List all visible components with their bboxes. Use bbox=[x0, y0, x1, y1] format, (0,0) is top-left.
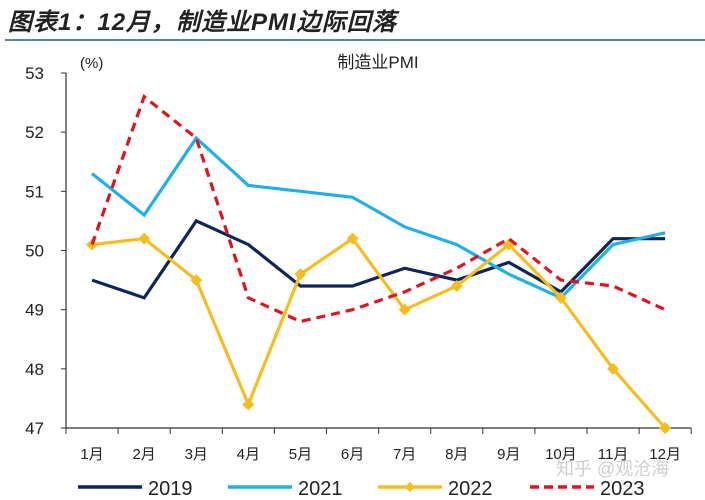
x-tick-label: 7月 bbox=[393, 446, 416, 463]
title-divider bbox=[5, 39, 705, 41]
y-tick-label: 48 bbox=[25, 360, 44, 379]
y-tick-label: 52 bbox=[25, 123, 44, 142]
x-tick-label: 2月 bbox=[132, 446, 155, 463]
data-point-2022 bbox=[294, 268, 307, 281]
x-tick-label: 12月 bbox=[649, 446, 681, 463]
data-point-2022 bbox=[607, 362, 620, 375]
x-tick-label: 3月 bbox=[185, 446, 208, 463]
y-tick-label: 51 bbox=[25, 182, 44, 201]
x-tick-label: 11月 bbox=[598, 446, 629, 463]
legend-label-2023: 2023 bbox=[600, 478, 645, 500]
data-point-2022 bbox=[659, 422, 672, 434]
chart-title: 制造业PMI bbox=[337, 53, 418, 72]
x-tick-label: 1月 bbox=[80, 446, 103, 463]
x-tick-label: 8月 bbox=[445, 446, 468, 463]
series-line-2019 bbox=[91, 218, 666, 300]
series-line-2021 bbox=[91, 135, 666, 300]
y-axis-unit: (%) bbox=[80, 55, 103, 72]
x-tick-label: 6月 bbox=[341, 446, 364, 463]
y-tick-label: 53 bbox=[25, 64, 44, 83]
y-tick-label: 49 bbox=[25, 301, 44, 320]
x-tick-label: 4月 bbox=[237, 446, 260, 463]
legend-marker-2022 bbox=[405, 482, 415, 492]
figure-title: 图表1：12月，制造业PMI边际回落 bbox=[8, 9, 397, 36]
data-point-2022 bbox=[242, 398, 255, 411]
watermark: 知乎 @观沧海 bbox=[556, 459, 670, 479]
x-tick-label: 10月 bbox=[545, 446, 577, 463]
legend-label-2019: 2019 bbox=[148, 478, 193, 500]
y-tick-label: 47 bbox=[25, 419, 44, 438]
series-line-2022 bbox=[91, 236, 667, 430]
data-point-2022 bbox=[190, 274, 203, 287]
y-tick-label: 50 bbox=[25, 242, 44, 261]
data-point-2022 bbox=[554, 291, 567, 304]
data-point-2022 bbox=[138, 232, 151, 245]
series-line-2023 bbox=[90, 94, 666, 324]
data-point-2022 bbox=[398, 303, 411, 316]
x-tick-label: 9月 bbox=[497, 446, 520, 463]
data-point-2022 bbox=[450, 280, 463, 292]
x-tick-label: 5月 bbox=[289, 446, 312, 463]
legend-label-2021: 2021 bbox=[298, 478, 343, 500]
legend-label-2022: 2022 bbox=[448, 478, 493, 500]
data-point-2022 bbox=[346, 232, 359, 245]
